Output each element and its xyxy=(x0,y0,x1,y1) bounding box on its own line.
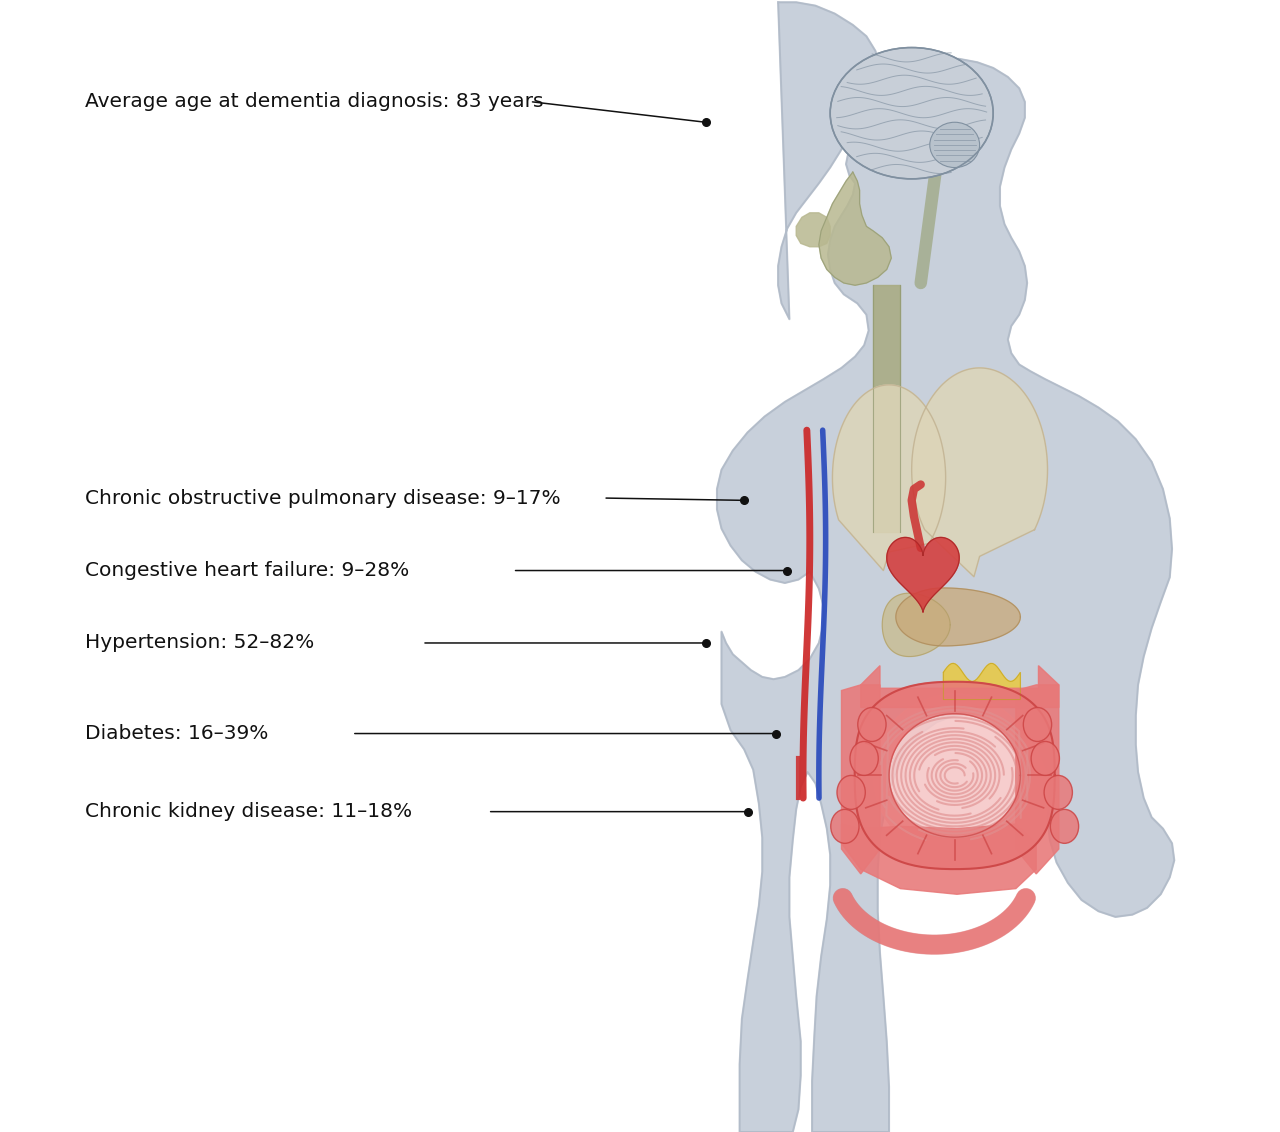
Ellipse shape xyxy=(831,48,993,179)
Ellipse shape xyxy=(858,708,886,741)
Polygon shape xyxy=(911,368,1047,577)
Polygon shape xyxy=(841,824,1037,894)
Polygon shape xyxy=(1016,685,1059,874)
Text: Congestive heart failure: 9–28%: Congestive heart failure: 9–28% xyxy=(86,561,410,580)
Ellipse shape xyxy=(1044,775,1073,809)
Text: Diabetes: 16–39%: Diabetes: 16–39% xyxy=(86,724,269,743)
Ellipse shape xyxy=(1023,708,1052,741)
Polygon shape xyxy=(832,385,946,571)
Polygon shape xyxy=(887,538,959,612)
Polygon shape xyxy=(855,681,1055,869)
Polygon shape xyxy=(819,172,891,285)
Polygon shape xyxy=(796,213,831,247)
Text: Average age at dementia diagnosis: 83 years: Average age at dementia diagnosis: 83 ye… xyxy=(86,93,544,111)
Polygon shape xyxy=(860,666,1059,708)
Ellipse shape xyxy=(837,775,865,809)
Polygon shape xyxy=(841,685,879,874)
Ellipse shape xyxy=(850,741,878,775)
Ellipse shape xyxy=(1032,741,1060,775)
Ellipse shape xyxy=(1051,809,1079,843)
Polygon shape xyxy=(717,2,1174,1132)
Polygon shape xyxy=(882,593,950,657)
Ellipse shape xyxy=(831,809,859,843)
Text: Chronic obstructive pulmonary disease: 9–17%: Chronic obstructive pulmonary disease: 9… xyxy=(86,489,561,507)
Polygon shape xyxy=(873,694,1037,857)
Polygon shape xyxy=(896,588,1020,646)
Text: Hypertension: 52–82%: Hypertension: 52–82% xyxy=(86,634,315,652)
Ellipse shape xyxy=(929,122,979,168)
Polygon shape xyxy=(943,663,1020,700)
Text: Chronic kidney disease: 11–18%: Chronic kidney disease: 11–18% xyxy=(86,803,412,821)
